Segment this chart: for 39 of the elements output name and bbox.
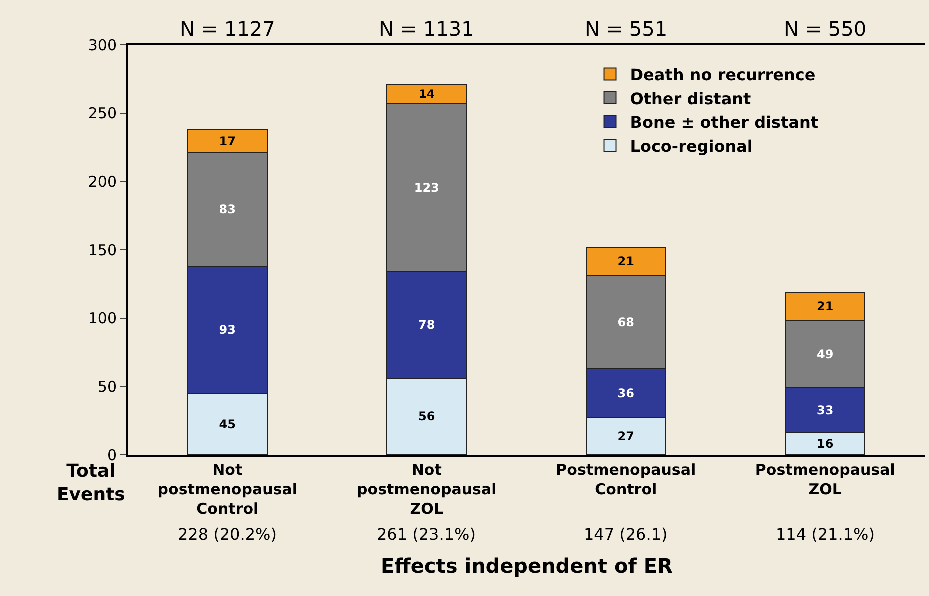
legend-label: Bone ± other distant bbox=[630, 113, 819, 132]
data-label: 93 bbox=[219, 322, 236, 337]
data-label: 45 bbox=[219, 417, 236, 432]
text: 114 (21.1%) bbox=[776, 525, 875, 544]
y-tick-label: 300 bbox=[88, 36, 117, 54]
x-tick-label: Postmenopausal Control bbox=[556, 461, 696, 498]
y-tick-label: 50 bbox=[98, 378, 117, 396]
text: 261 (23.1%) bbox=[377, 525, 476, 544]
legend-label: Loco-regional bbox=[630, 136, 753, 156]
text: 147 (26.1) bbox=[584, 525, 668, 544]
y-tick-label: 150 bbox=[88, 241, 117, 260]
data-label: 123 bbox=[414, 180, 440, 195]
data-label: 36 bbox=[618, 386, 634, 400]
data-label: 16 bbox=[817, 437, 834, 452]
text: N = 550 bbox=[784, 17, 867, 41]
data-label: 83 bbox=[219, 202, 236, 217]
text: N = 1127 bbox=[180, 17, 276, 41]
text: N = 551 bbox=[585, 17, 668, 41]
x-tick-label: Not postmenopausal Control bbox=[158, 461, 298, 518]
y-tick-label: 200 bbox=[88, 172, 117, 191]
legend-label: Other distant bbox=[630, 89, 752, 108]
data-label: 21 bbox=[618, 254, 634, 269]
data-label: 78 bbox=[418, 318, 436, 332]
data-label: 27 bbox=[618, 430, 634, 444]
y-tick-label: 250 bbox=[88, 104, 117, 123]
y-tick-label: 100 bbox=[88, 310, 117, 328]
text: N = 1131 bbox=[379, 17, 474, 41]
data-label: 68 bbox=[618, 315, 634, 330]
data-label: 33 bbox=[817, 404, 834, 418]
x-tick-label: Not postmenopausal ZOL bbox=[357, 461, 497, 518]
data-label: 21 bbox=[817, 300, 834, 314]
data-label: 49 bbox=[817, 348, 834, 362]
text: 228 (20.2%) bbox=[178, 525, 277, 544]
x-tick-label: Postmenopausal ZOL bbox=[755, 461, 896, 498]
x-axis-title: Effects independent of ER bbox=[381, 554, 673, 578]
data-label: 17 bbox=[219, 134, 236, 148]
legend-label: Death no recurrence bbox=[630, 65, 816, 84]
data-label: 14 bbox=[419, 88, 435, 101]
data-label: 56 bbox=[418, 410, 436, 424]
